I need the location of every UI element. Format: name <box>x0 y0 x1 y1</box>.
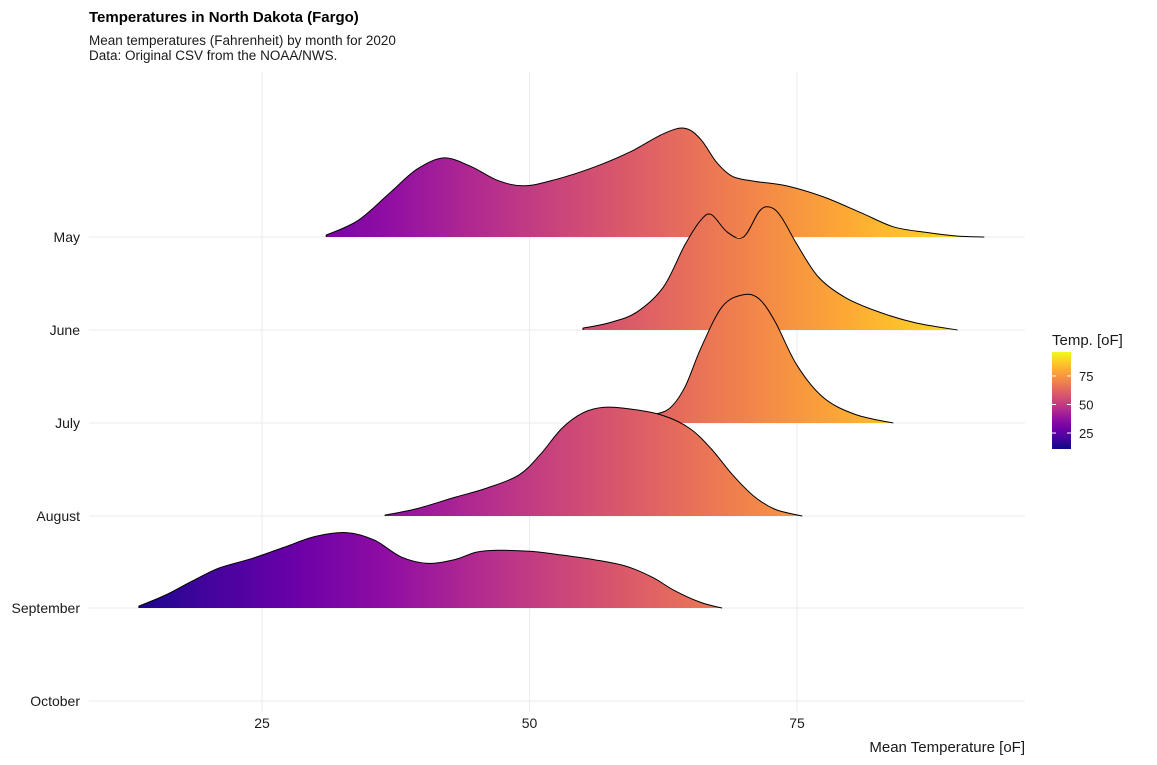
x-tick-label: 75 <box>789 715 805 731</box>
grid-lines <box>89 72 1025 712</box>
legend-colorbar <box>1052 352 1071 449</box>
chart-subtitle: Mean temperatures (Fahrenheit) by month … <box>89 33 396 63</box>
ridge-august-area <box>385 407 803 516</box>
ridge-september-area <box>138 532 723 608</box>
chart-title: Temperatures in North Dakota (Fargo) <box>89 9 359 26</box>
y-tick-label: June <box>50 322 81 338</box>
x-axis: 25 50 75 <box>254 715 805 731</box>
y-tick-label: October <box>30 693 80 709</box>
subtitle-line-1: Mean temperatures (Fahrenheit) by month … <box>89 33 396 48</box>
legend: Temp. [oF] 25 50 75 <box>1052 332 1123 449</box>
x-tick-label: 50 <box>522 715 538 731</box>
ridge-july-area <box>620 294 894 423</box>
x-tick-label: 25 <box>254 715 270 731</box>
ridge-june-area <box>583 206 958 330</box>
legend-ticks: 25 50 75 <box>1052 369 1093 441</box>
legend-tick-label: 75 <box>1079 369 1093 384</box>
ridges <box>138 127 985 609</box>
y-tick-label: July <box>55 415 80 431</box>
ridge-may-area <box>326 128 985 237</box>
legend-title: Temp. [oF] <box>1052 332 1123 349</box>
legend-tick-label: 25 <box>1079 426 1093 441</box>
y-tick-label: September <box>12 600 81 616</box>
ridge-may-outline <box>325 127 985 238</box>
ridge-august-outline <box>384 406 803 517</box>
subtitle-line-2: Data: Original CSV from the NOAA/NWS. <box>89 48 338 63</box>
ridge-june-outline <box>582 206 958 331</box>
y-axis: May June July August September October <box>12 229 81 709</box>
y-tick-label: May <box>54 229 80 245</box>
y-tick-label: August <box>36 508 80 524</box>
ridge-september-outline <box>138 532 723 609</box>
legend-tick-label: 50 <box>1079 397 1093 412</box>
ridge-july-outline <box>620 293 894 424</box>
x-axis-title: Mean Temperature [oF] <box>869 739 1025 756</box>
